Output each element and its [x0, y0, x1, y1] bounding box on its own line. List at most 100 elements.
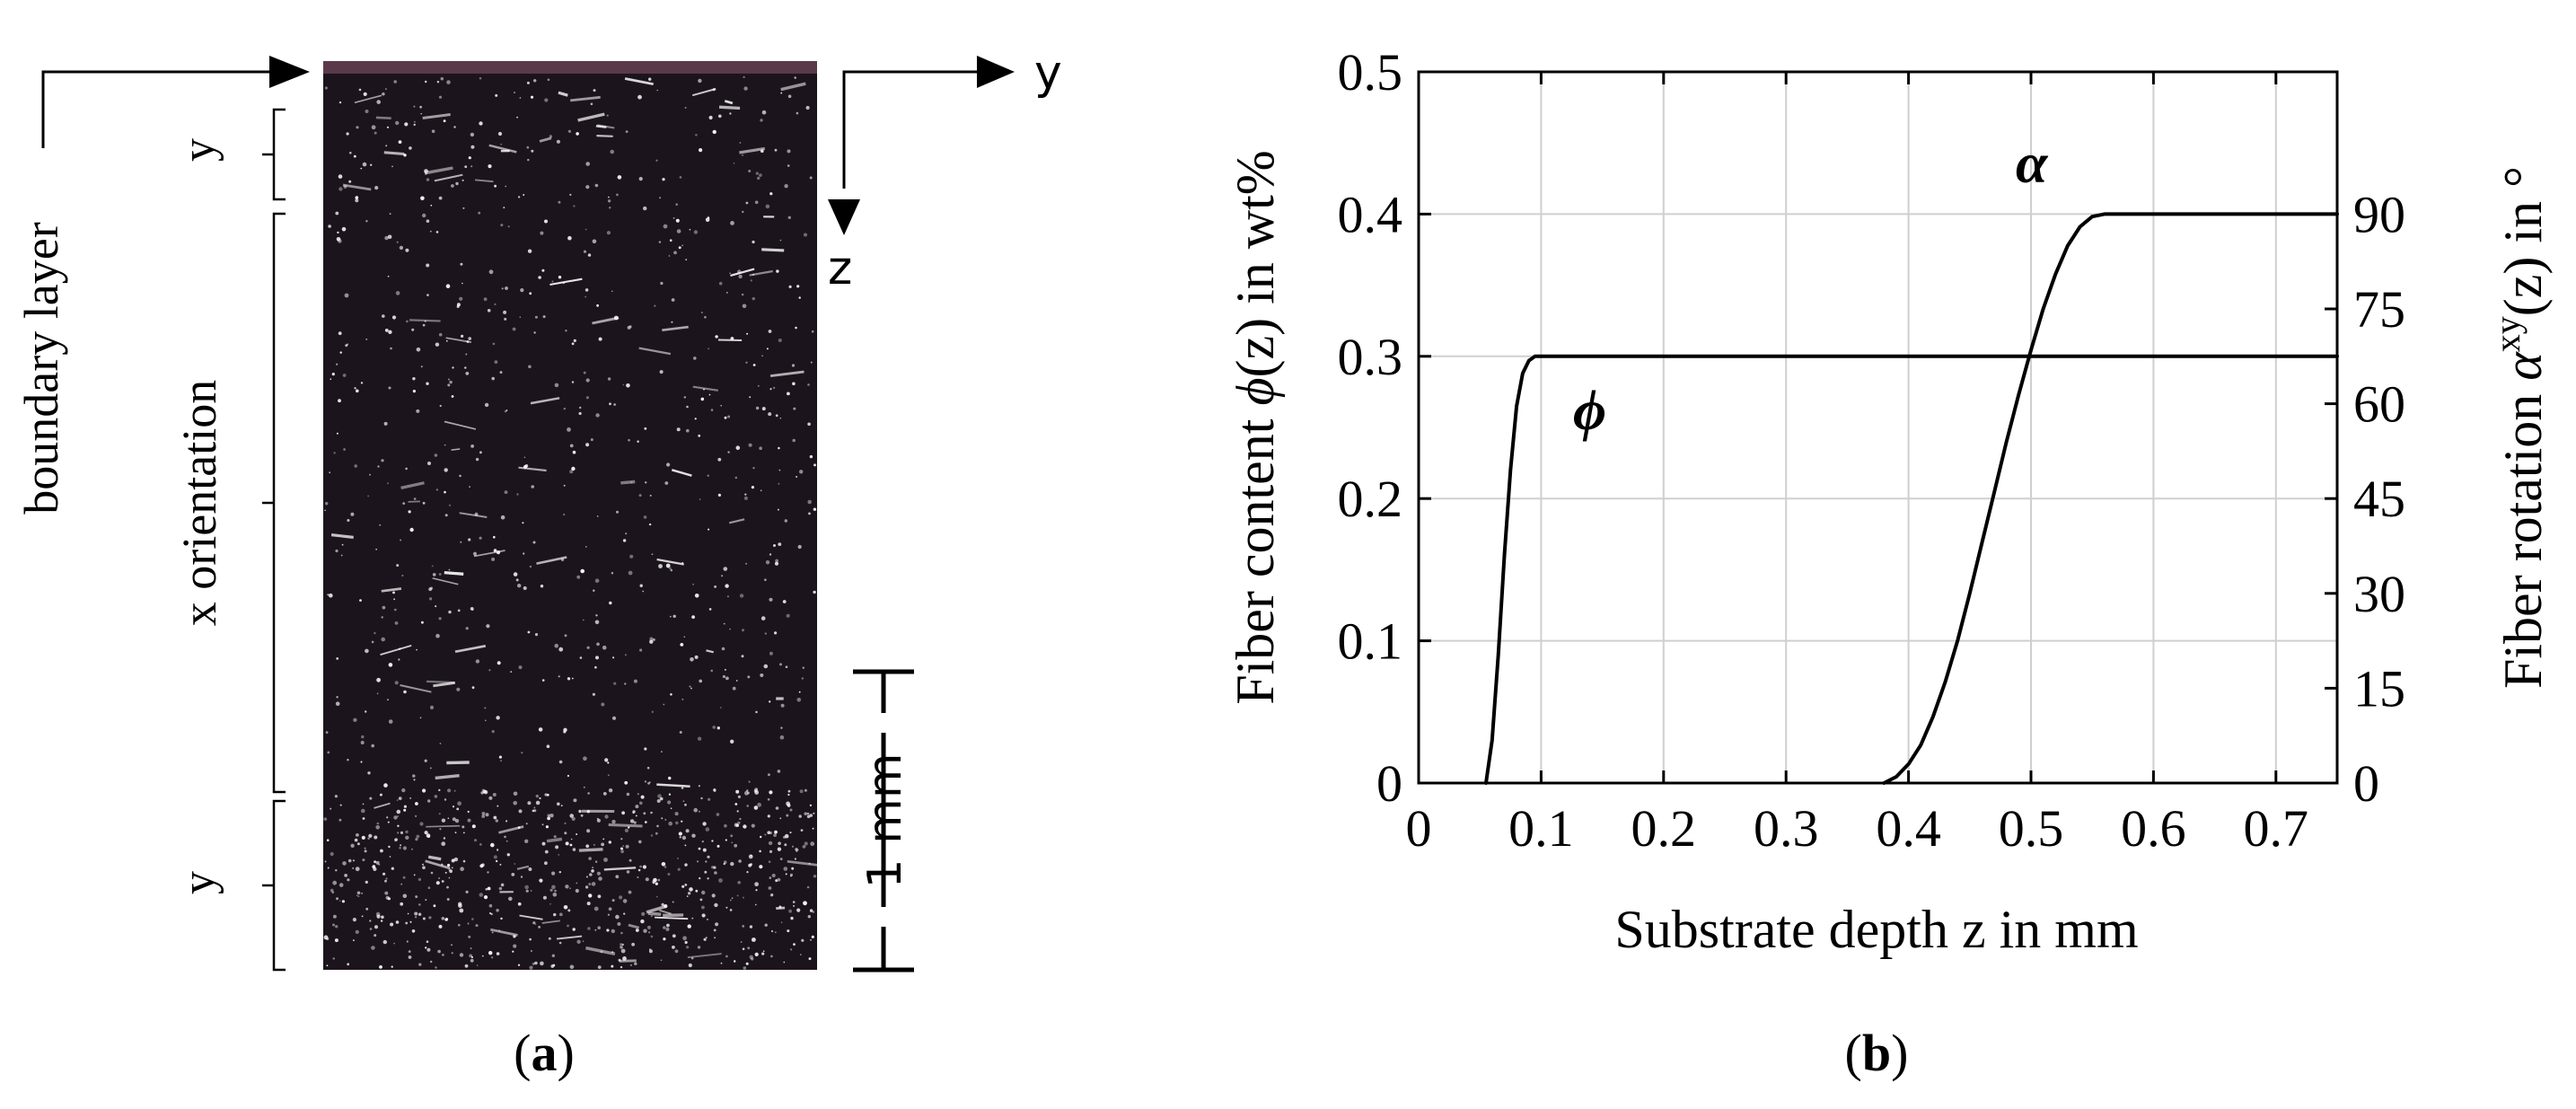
fiber-speckle [558, 647, 564, 652]
fiber-speckle [608, 907, 612, 911]
fiber-speckle [810, 939, 812, 941]
fiber-speckle [729, 899, 732, 902]
fiber-speckle [684, 884, 688, 886]
fiber-speckle [558, 200, 561, 204]
fiber-speckle [403, 690, 407, 694]
fiber-speckle [765, 560, 770, 565]
fiber-streak [656, 783, 690, 788]
fiber-speckle [523, 194, 525, 196]
fiber-speckle [585, 885, 589, 889]
fiber-speckle [583, 756, 587, 761]
fiber-speckle [779, 663, 782, 666]
plot-frame [1417, 70, 2339, 785]
fiber-speckle [399, 846, 401, 849]
fiber-speckle [742, 947, 745, 951]
fiber-speckle [508, 896, 513, 902]
fiber-speckle [590, 102, 593, 106]
fiber-speckle [607, 199, 611, 203]
fiber-speckle [375, 911, 381, 917]
fiber-speckle [686, 405, 689, 409]
fiber-speckle [645, 821, 647, 823]
series-line-0 [1484, 354, 2339, 785]
fiber-speckle [431, 129, 435, 133]
fiber-speckle [668, 793, 672, 796]
fiber-speckle [622, 539, 627, 542]
fiber-speckle [447, 863, 451, 867]
fiber-speckle [451, 858, 455, 863]
fiber-speckle [334, 938, 338, 943]
fiber-speckle [460, 262, 463, 266]
fiber-speckle [711, 840, 714, 842]
fiber-streak [451, 448, 461, 451]
fiber-speckle [796, 908, 801, 912]
x-axis-label: Substrate depth z in mm [1614, 900, 2138, 959]
fiber-speckle [365, 339, 368, 340]
axis-y-arrowhead [977, 56, 1015, 88]
fiber-speckle [676, 229, 681, 233]
fiber-speckle [439, 404, 442, 408]
fiber-speckle [485, 719, 487, 722]
fiber-speckle [682, 800, 685, 802]
fiber-speckle [807, 499, 812, 505]
fiber-speckle [714, 585, 717, 588]
fiber-speckle [524, 885, 529, 890]
fiber-speckle [660, 281, 664, 286]
fiber-speckle [694, 655, 699, 659]
fiber-speckle [541, 841, 546, 846]
fiber-speckle [689, 228, 691, 231]
fiber-speckle [810, 361, 813, 364]
fiber-speckle [598, 337, 602, 341]
fiber-speckle [435, 231, 439, 233]
fiber-speckle [418, 903, 421, 906]
fiber-speckle [499, 863, 502, 866]
y-right-tick-label: 0 [2353, 754, 2379, 813]
fiber-speckle [730, 834, 734, 838]
fiber-streak [728, 518, 745, 524]
fiber-speckle [717, 457, 722, 462]
fiber-speckle [765, 204, 770, 209]
fiber-speckle [444, 918, 448, 921]
fiber-speckle [444, 798, 447, 801]
fiber-speckle [704, 315, 707, 319]
y-left-ticks: 0 0.1 0.2 0.3 0.4 0.5 [1338, 43, 1431, 813]
fiber-speckle [739, 142, 742, 144]
fiber-speckle [635, 814, 637, 817]
fiber-speckle [640, 919, 645, 924]
fiber-speckle [593, 589, 595, 592]
boundary-arrow-head [269, 56, 310, 88]
fiber-speckle [558, 276, 562, 279]
fiber-speckle [488, 903, 493, 908]
fiber-speckle [611, 290, 613, 293]
fiber-speckle [752, 240, 755, 244]
fiber-speckle [419, 822, 424, 826]
fiber-speckle [625, 844, 629, 849]
fiber-speckle [375, 825, 381, 830]
fiber-speckle [799, 470, 804, 474]
fiber-speckle [569, 814, 574, 818]
fiber-streak [706, 649, 714, 654]
fiber-speckle [639, 584, 643, 587]
fiber-speckle [699, 148, 703, 153]
fiber-speckle [761, 355, 763, 357]
fiber-speckle [462, 825, 465, 829]
fiber-speckle [689, 887, 693, 892]
fiber-speckle [427, 886, 431, 889]
fiber-speckle [330, 378, 332, 381]
fiber-speckle [491, 557, 496, 561]
fiber-speckle [479, 451, 482, 454]
fiber-speckle [433, 904, 436, 908]
fiber-speckle [809, 176, 813, 180]
fiber-speckle [689, 685, 691, 688]
fiber-speckle [447, 383, 451, 387]
fiber-speckle [387, 234, 392, 240]
fiber-streak [619, 959, 637, 963]
fiber-streak [427, 855, 442, 861]
fiber-speckle [495, 819, 498, 823]
fiber-speckle [323, 817, 328, 821]
fiber-speckle [511, 873, 515, 876]
fiber-speckle [353, 717, 357, 722]
fiber-speckle [739, 817, 742, 821]
y-right-tick-label: 30 [2353, 565, 2405, 623]
fiber-speckle [785, 665, 788, 668]
fiber-speckle [440, 76, 444, 81]
